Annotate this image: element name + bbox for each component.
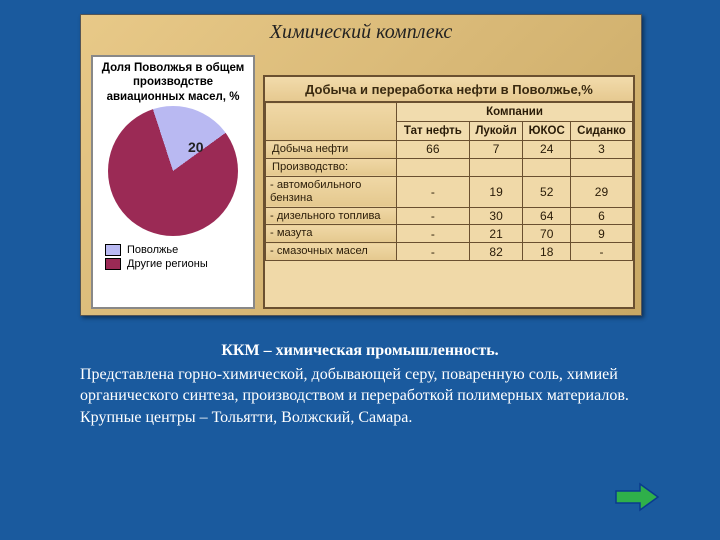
table-cell: 9 (570, 225, 632, 243)
table-row-label: - смазочных масел (266, 243, 397, 261)
table-cell: 29 (570, 176, 632, 207)
pie-graphic (108, 106, 238, 236)
table-corner-cell (266, 103, 397, 141)
panel-title: Химический комплекс (81, 15, 641, 48)
legend-swatch (105, 244, 121, 256)
legend-swatch (105, 258, 121, 270)
table-cell: - (397, 176, 470, 207)
table-cell: 21 (469, 225, 523, 243)
table-cell: 66 (397, 141, 470, 159)
table-column-header: Тат нефть (397, 122, 470, 141)
pie-legend: Поволжье Другие регионы (93, 236, 253, 270)
table-row-label: - дизельного топлива (266, 207, 397, 225)
legend-item: Поволжье (105, 244, 253, 256)
table-cell: - (397, 243, 470, 261)
table-row: - дизельного топлива-30646 (266, 207, 633, 225)
oil-table-title: Добыча и переработка нефти в Поволжье,% (265, 77, 633, 102)
legend-label: Поволжье (127, 244, 178, 256)
table-cell: 82 (469, 243, 523, 261)
pie-chart: 20 (108, 106, 238, 236)
pie-card: Доля Поволжья в общем производстве авиац… (91, 55, 255, 309)
description-block: ККМ – химическая промышленность. Предста… (80, 340, 640, 428)
table-row: Добыча нефти667243 (266, 141, 633, 159)
table-column-header: Лукойл (469, 122, 523, 141)
table-row: - смазочных масел-8218- (266, 243, 633, 261)
description-title: ККМ – химическая промышленность. (80, 340, 640, 362)
table-super-header: Компании (397, 103, 633, 122)
pie-chart-title: Доля Поволжья в общем производстве авиац… (93, 57, 253, 106)
table-row-label: Добыча нефти (266, 141, 397, 159)
chemistry-panel: Химический комплекс Доля Поволжья в обще… (80, 14, 642, 316)
legend-label: Другие регионы (127, 258, 208, 270)
table-row: - мазута-21709 (266, 225, 633, 243)
table-cell: 64 (523, 207, 571, 225)
pie-slice-value-label: 20 (188, 139, 204, 155)
table-cell: 30 (469, 207, 523, 225)
legend-item: Другие регионы (105, 258, 253, 270)
table-cell: - (397, 207, 470, 225)
table-cell: 7 (469, 141, 523, 159)
table-row: Производство: (266, 158, 633, 176)
table-row-label: - автомобильного бензина (266, 176, 397, 207)
table-column-header: Сиданко (570, 122, 632, 141)
table-cell: 18 (523, 243, 571, 261)
table-cell: 70 (523, 225, 571, 243)
table-cell: 6 (570, 207, 632, 225)
table-cell: - (570, 243, 632, 261)
table-cell: 3 (570, 141, 632, 159)
table-row-label: Производство: (266, 158, 397, 176)
table-row-label: - мазута (266, 225, 397, 243)
table-column-header: ЮКОС (523, 122, 571, 141)
next-arrow-button[interactable] (614, 482, 660, 512)
table-cell (570, 158, 632, 176)
table-cell: - (397, 225, 470, 243)
table-cell (523, 158, 571, 176)
table-cell: 52 (523, 176, 571, 207)
table-cell (397, 158, 470, 176)
oil-table-card: Добыча и переработка нефти в Поволжье,% … (263, 75, 635, 309)
table-row: - автомобильного бензина-195229 (266, 176, 633, 207)
description-body: Представлена горно-химической, добывающе… (80, 364, 640, 429)
oil-table: Компании Тат нефтьЛукойлЮКОССиданко Добы… (265, 102, 633, 261)
table-cell: 24 (523, 141, 571, 159)
table-cell (469, 158, 523, 176)
table-cell: 19 (469, 176, 523, 207)
